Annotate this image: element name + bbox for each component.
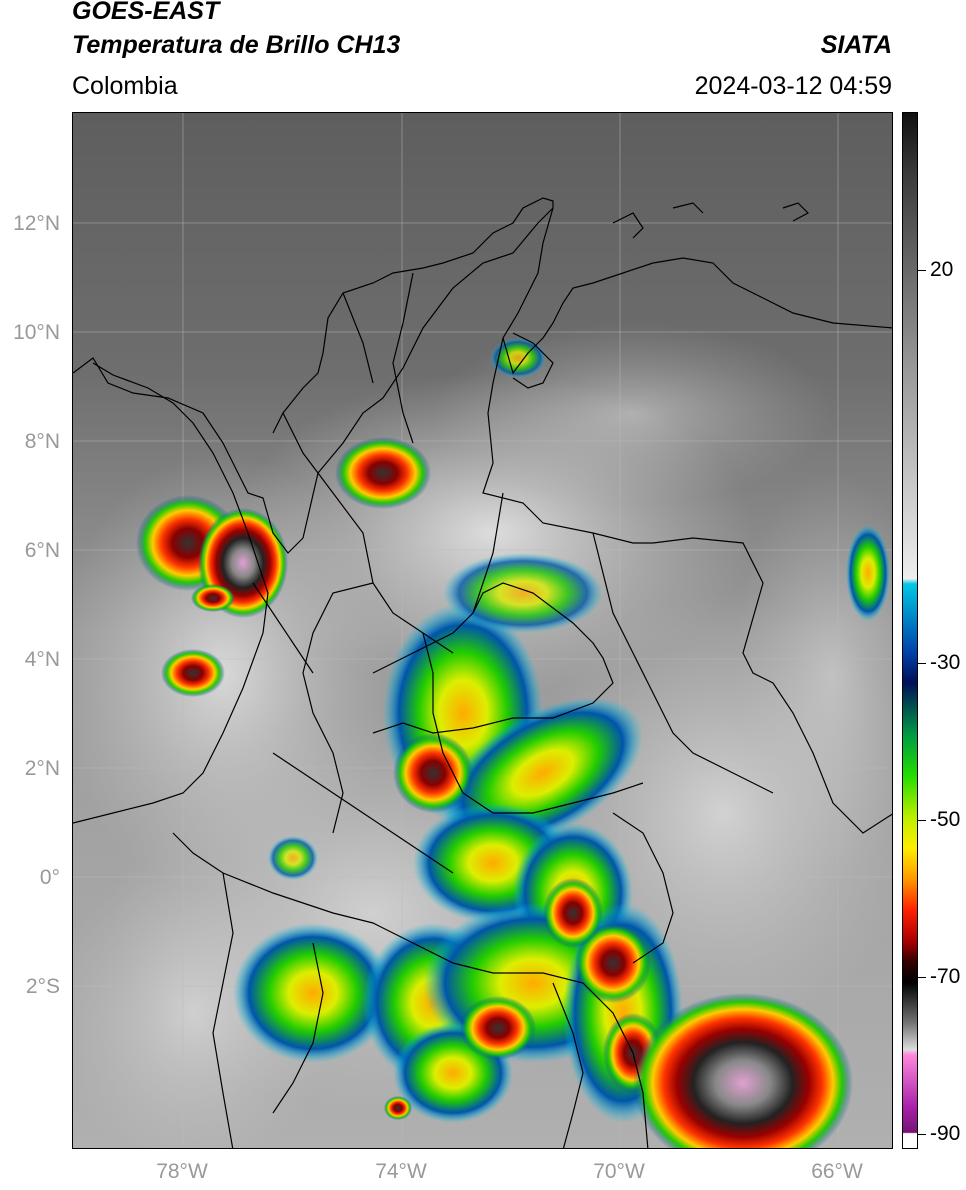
lon-label-74w: 74°W [375,1160,427,1183]
colorbar-label-minus30: -30 [930,651,961,674]
lat-label-12n: 12°N [13,212,60,235]
map-imagery [73,113,892,1148]
colorbar [902,112,918,1149]
lat-label-4n: 4°N [24,648,60,671]
satellite-title: GOES-EAST [72,0,220,25]
colorbar-label-minus90: -90 [930,1122,961,1145]
colorbar-tick [918,1134,926,1135]
region-label: Colombia [72,72,178,100]
colorbar-tick [918,977,926,978]
lat-label-2n: 2°N [24,757,60,780]
colorbar-label-20: 20 [930,258,954,281]
convective-cells [136,338,890,1148]
colorbar-tick [918,820,926,821]
colorbar-tick [918,270,926,271]
lon-label-66w: 66°W [811,1160,863,1183]
colorbar-label-minus70: -70 [930,965,961,988]
lat-label-0: 0° [39,866,60,889]
colorbar-tick [918,663,926,664]
datetime-label: 2024-03-12 04:59 [694,72,892,100]
lat-label-8n: 8°N [24,430,60,453]
boundaries [73,197,892,1148]
lat-label-2s: 2°S [25,975,60,998]
lon-label-78w: 78°W [156,1160,208,1183]
satellite-map [72,112,893,1149]
product-title: Temperatura de Brillo CH13 [72,31,401,59]
lat-label-10n: 10°N [13,321,60,344]
agency-label: SIATA [820,31,892,59]
lat-label-6n: 6°N [24,539,60,562]
colorbar-label-minus50: -50 [930,808,961,831]
lon-label-70w: 70°W [593,1160,645,1183]
